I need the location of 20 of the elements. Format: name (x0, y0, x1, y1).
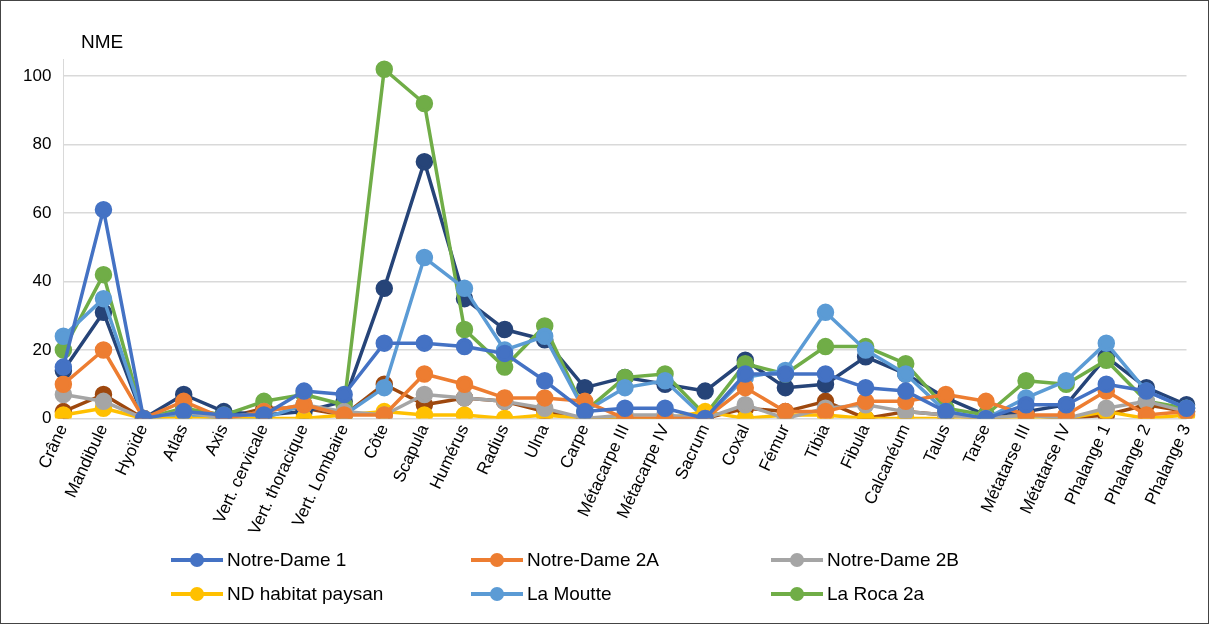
x-tick-label: Talus (919, 421, 954, 466)
y-tick-label: 100 (22, 65, 52, 85)
y-tick-label: 20 (32, 339, 52, 359)
x-tick-label: Axis (200, 421, 232, 459)
y-axis-title: NME (81, 31, 124, 53)
x-tick-label: Ulna (520, 420, 553, 462)
y-tick-label: 0 (41, 408, 52, 428)
legend-label: Notre-Dame 2A (527, 549, 659, 571)
legend-label: Notre-Dame 1 (227, 549, 347, 571)
legend-label: La Moutte (527, 583, 612, 605)
x-tick-label: Côte (359, 421, 393, 462)
legend-label: Notre-Dame 2B (827, 549, 959, 571)
y-tick-label: 40 (32, 271, 52, 291)
y-tick-label: 60 (32, 202, 52, 222)
x-tick-label: Tibia (800, 420, 834, 463)
x-tick-label: Coxal (717, 421, 754, 469)
legend-label: ND habitat paysan (227, 583, 384, 605)
x-tick-label: Atlas (158, 421, 192, 464)
legend-label: La Roca 2a (827, 583, 925, 605)
y-tick-label: 80 (32, 134, 52, 154)
